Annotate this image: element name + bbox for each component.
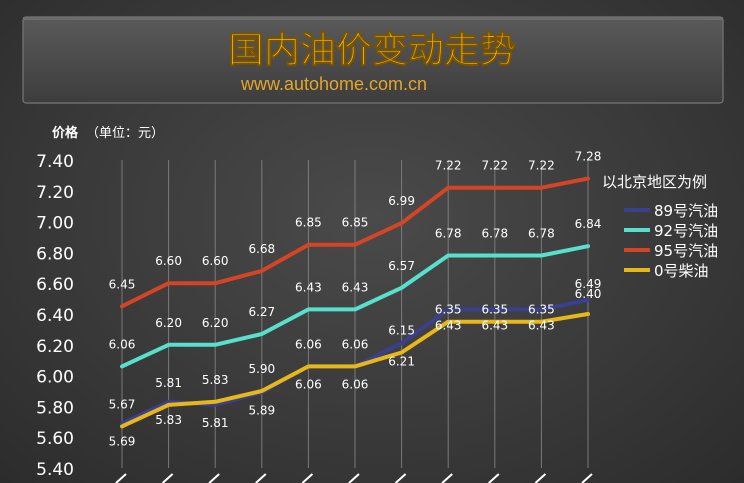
x-tick-mark bbox=[161, 473, 174, 483]
data-label: 6.20 bbox=[202, 316, 229, 330]
y-tick-label: 6.60 bbox=[36, 275, 74, 295]
x-tick-mark bbox=[394, 473, 407, 483]
y-tick-label: 6.00 bbox=[36, 368, 74, 388]
y-axis-unit: （单位：元） bbox=[86, 126, 164, 141]
data-label: 6.43 bbox=[528, 318, 555, 332]
data-label: 6.15 bbox=[388, 324, 415, 338]
legend-label-1: 92号汽油 bbox=[654, 222, 718, 240]
data-label: 5.81 bbox=[155, 376, 182, 390]
vertical-gridlines bbox=[121, 160, 589, 468]
legend-title: 以北京地区为例 bbox=[602, 173, 707, 191]
data-label: 6.20 bbox=[155, 316, 182, 330]
data-label: 6.45 bbox=[109, 277, 136, 291]
y-tick-label: 5.80 bbox=[36, 398, 74, 418]
y-axis-title: 价格 bbox=[52, 125, 79, 141]
y-tick-label: 6.80 bbox=[36, 244, 74, 264]
x-tick-mark bbox=[534, 473, 547, 483]
data-label: 6.06 bbox=[342, 337, 369, 351]
data-label: 5.90 bbox=[248, 362, 275, 376]
y-axis-ticks: 5.40 5.60 5.80 6.00 6.20 6.40 6.60 6.80 7.00 7.20… bbox=[36, 152, 74, 480]
data-label: 5.83 bbox=[202, 373, 229, 387]
data-label: 6.06 bbox=[109, 337, 136, 351]
data-label: 6.35 bbox=[435, 303, 462, 317]
y-tick-label: 7.20 bbox=[36, 183, 74, 203]
data-label: 6.60 bbox=[202, 254, 229, 268]
x-tick-mark bbox=[581, 473, 593, 483]
x-tick-mark bbox=[348, 473, 360, 483]
data-label: 6.35 bbox=[528, 303, 555, 317]
data-label: 5.69 bbox=[109, 434, 136, 448]
legend-label-2: 95号汽油 bbox=[654, 242, 718, 260]
data-label: 6.78 bbox=[528, 226, 555, 240]
y-tick-label: 6.20 bbox=[36, 337, 74, 357]
series-lines bbox=[120, 176, 590, 429]
data-label: 7.22 bbox=[528, 159, 555, 173]
x-axis-ticks bbox=[115, 473, 593, 483]
y-tick-label: 5.60 bbox=[36, 429, 74, 449]
data-label: 6.40 bbox=[575, 287, 602, 301]
data-label: 6.84 bbox=[575, 217, 602, 231]
data-label: 6.49 bbox=[575, 277, 602, 291]
legend-label-0: 89号汽油 bbox=[654, 202, 718, 220]
data-label: 5.67 bbox=[109, 397, 136, 411]
data-label: 6.68 bbox=[248, 242, 275, 256]
y-tick-label: 5.40 bbox=[36, 460, 74, 480]
x-tick-mark bbox=[301, 473, 314, 483]
data-label: 6.06 bbox=[295, 337, 322, 351]
data-label: 7.22 bbox=[435, 159, 462, 173]
data-label: 6.78 bbox=[435, 226, 462, 240]
series-line-1 bbox=[120, 244, 590, 369]
x-tick-mark bbox=[255, 473, 267, 483]
data-label: 6.60 bbox=[155, 254, 182, 268]
y-tick-label: 7.00 bbox=[36, 214, 74, 234]
data-label: 6.35 bbox=[481, 303, 508, 317]
website-url: www.autohome.com.cn bbox=[240, 74, 427, 94]
data-labels: 5.69 5.83 5.81 5.89 6.06 6.06 6.21 6.43 6.43 6.43… bbox=[109, 149, 602, 448]
y-tick-label: 7.40 bbox=[36, 152, 74, 172]
legend: 以北京地区为例 89号汽油 92号汽油 95号汽油 0号柴油 bbox=[602, 173, 718, 280]
data-label: 6.57 bbox=[388, 259, 415, 273]
data-label: 5.89 bbox=[248, 404, 275, 418]
series-line-2 bbox=[120, 176, 590, 309]
data-label: 6.43 bbox=[342, 280, 369, 294]
x-tick-mark bbox=[208, 473, 220, 483]
series-line-3 bbox=[120, 312, 590, 429]
data-label: 6.85 bbox=[295, 216, 322, 230]
x-tick-mark bbox=[441, 473, 453, 483]
data-label: 6.06 bbox=[342, 377, 369, 391]
data-label: 6.43 bbox=[295, 280, 322, 294]
legend-label-3: 0号柴油 bbox=[654, 262, 709, 280]
data-label: 5.83 bbox=[155, 413, 182, 427]
data-label: 6.43 bbox=[481, 318, 508, 332]
y-tick-label: 6.40 bbox=[36, 306, 74, 326]
data-label: 6.27 bbox=[248, 305, 275, 319]
data-label: 6.06 bbox=[295, 377, 322, 391]
data-label: 6.78 bbox=[481, 226, 508, 240]
data-label: 6.99 bbox=[388, 194, 415, 208]
data-label: 6.21 bbox=[388, 354, 415, 368]
data-label: 7.22 bbox=[481, 159, 508, 173]
x-tick-mark bbox=[115, 473, 127, 483]
data-label: 7.28 bbox=[575, 149, 602, 163]
data-label: 6.43 bbox=[435, 318, 462, 332]
header-banner: 国内油价变动走势 www.autohome.com.cn bbox=[22, 16, 724, 104]
data-label: 5.81 bbox=[202, 416, 229, 430]
chart-title: 国内油价变动走势 bbox=[228, 29, 516, 71]
data-label: 6.85 bbox=[342, 216, 369, 230]
x-tick-mark bbox=[488, 473, 500, 483]
